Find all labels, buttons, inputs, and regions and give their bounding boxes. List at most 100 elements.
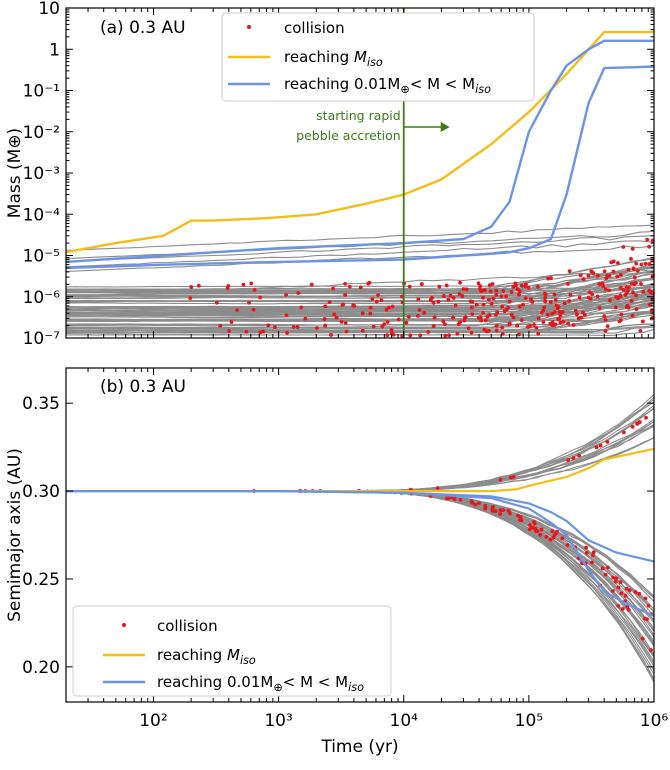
collision-point — [504, 294, 509, 299]
collision-point — [494, 328, 499, 333]
collision-point — [555, 306, 560, 311]
collision-point — [474, 302, 479, 307]
collision-point — [258, 330, 263, 335]
panel-b-semimajor-axis-vs-time: 10² 10³ 10⁴ 10⁵ 10⁶ 0.20 0.25 0.30 0.35 Semimajor… — [5, 367, 668, 757]
collision-point — [507, 299, 512, 304]
y-tick-label: 10⁻⁴ — [23, 205, 61, 225]
collision-point — [602, 269, 607, 274]
collision-point — [235, 308, 240, 312]
collision-point — [568, 292, 573, 297]
collision-point — [601, 284, 606, 288]
collision-point — [358, 285, 363, 290]
collision-point — [631, 290, 635, 295]
collision-point — [528, 324, 532, 328]
collision-point — [560, 536, 565, 541]
collision-point — [566, 281, 570, 286]
collision-point — [587, 290, 592, 295]
collision-point — [588, 296, 593, 301]
collision-point — [602, 314, 607, 319]
collision-point — [551, 323, 556, 328]
collision-point — [339, 319, 344, 324]
collision-point — [452, 497, 457, 501]
collision-point — [493, 509, 498, 514]
trajectory-line — [65, 292, 655, 320]
collision-point — [441, 319, 446, 324]
collision-point — [448, 293, 453, 298]
collision-point — [517, 292, 521, 297]
collision-point — [640, 319, 645, 324]
collision-point — [455, 331, 460, 336]
collision-point — [634, 307, 639, 312]
collision-point — [595, 273, 600, 278]
collision-point — [578, 273, 583, 278]
collision-point — [541, 308, 546, 313]
trajectory-line — [65, 277, 655, 305]
collision-point — [546, 276, 551, 281]
collision-point — [623, 593, 628, 598]
collision-point — [249, 281, 254, 286]
collision-point — [623, 292, 628, 297]
collision-point — [615, 274, 620, 279]
collision-point — [461, 287, 466, 291]
collision-point — [418, 333, 423, 338]
annotation-arrowhead — [440, 122, 450, 132]
collision-point — [586, 273, 591, 278]
collision-point — [594, 445, 599, 450]
collision-point — [416, 297, 421, 302]
collision-point — [610, 589, 615, 593]
collision-point — [579, 315, 584, 320]
collision-point — [616, 585, 621, 590]
collision-point — [430, 296, 434, 300]
collision-point — [473, 502, 478, 507]
collision-point — [478, 286, 482, 291]
trajectory-line — [65, 240, 655, 268]
collision-point — [501, 508, 506, 512]
collision-point — [597, 282, 602, 286]
collision-point — [491, 505, 495, 509]
collision-point — [600, 566, 605, 571]
collision-point — [532, 521, 537, 526]
collision-point — [621, 245, 626, 249]
collision-point — [630, 313, 635, 318]
y-tick-label: 10⁻⁶ — [23, 288, 61, 308]
collision-point — [519, 283, 524, 288]
collision-point — [551, 535, 556, 540]
collision-point — [344, 329, 349, 334]
collision-point — [340, 302, 345, 307]
collision-point — [536, 284, 540, 289]
collision-point — [491, 296, 496, 301]
collision-point — [379, 298, 384, 303]
trajectory-line — [65, 235, 655, 263]
collision-point — [543, 295, 548, 300]
collision-point — [624, 586, 629, 591]
collision-point — [385, 320, 390, 324]
collision-point — [605, 324, 610, 329]
collision-point — [426, 330, 431, 334]
y-tick-label: 10⁻² — [23, 123, 60, 143]
y-tick-label: 1 — [49, 40, 60, 60]
reaching-mid-2-line — [65, 65, 655, 270]
collision-point — [571, 456, 576, 460]
collision-point — [625, 303, 630, 308]
collision-point — [483, 503, 488, 508]
collision-point — [607, 273, 612, 278]
collision-point — [643, 616, 647, 621]
y-tick-label: 0.30 — [22, 482, 60, 502]
legend-b: collision reaching Miso reaching 0.01M⊕< M… — [72, 605, 392, 697]
collision-point — [627, 588, 632, 593]
collision-point — [629, 257, 633, 261]
collision-point — [591, 550, 596, 555]
collision-point — [515, 323, 520, 328]
collision-point — [560, 310, 565, 314]
collision-point — [647, 262, 652, 266]
collision-point — [509, 312, 514, 317]
y-tick-label: 10⁻¹ — [23, 82, 60, 102]
collision-point — [511, 285, 516, 289]
collision-point — [501, 289, 506, 293]
collision-point — [589, 560, 594, 565]
collision-point — [606, 565, 610, 570]
collision-point — [556, 317, 560, 322]
collision-point — [329, 333, 333, 337]
x-tick-label: 10³ — [264, 711, 292, 731]
